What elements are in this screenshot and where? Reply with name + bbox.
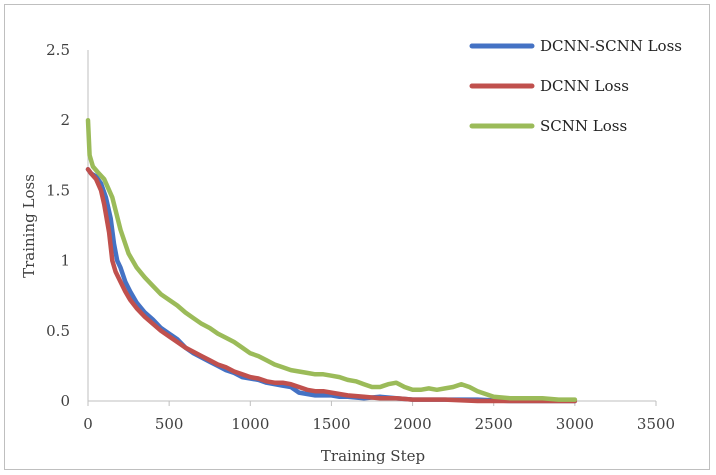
x-tick-label: 500 xyxy=(155,415,184,433)
x-tick-label: 1500 xyxy=(312,415,350,433)
y-tick-label: 0.5 xyxy=(46,322,70,340)
y-tick-label: 1.5 xyxy=(46,181,70,199)
y-tick-label: 2 xyxy=(60,111,70,129)
x-tick-label: 1000 xyxy=(231,415,269,433)
x-tick-label: 0 xyxy=(83,415,93,433)
x-axis: 0 500 1000 1500 2000 2500 3000 3500 xyxy=(83,400,675,433)
y-tick-label: 0 xyxy=(60,392,70,410)
y-tick-label: 1 xyxy=(60,252,70,270)
legend-label: SCNN Loss xyxy=(540,117,627,135)
x-tick-label: 3000 xyxy=(556,415,594,433)
x-tick-label: 2500 xyxy=(475,415,513,433)
x-tick-label: 3500 xyxy=(637,415,675,433)
series-lines xyxy=(85,117,578,404)
y-axis: 0 0.5 1 1.5 2 2.5 xyxy=(46,41,89,410)
series-line-2 xyxy=(85,167,578,404)
legend-label: DCNN-SCNN Loss xyxy=(540,37,682,55)
x-tick-label: 2000 xyxy=(393,415,431,433)
series-line-3 xyxy=(85,117,578,402)
legend-label: DCNN Loss xyxy=(540,77,629,95)
legend: DCNN-SCNN Loss DCNN Loss SCNN Loss xyxy=(469,37,682,135)
series-line-1 xyxy=(85,167,578,404)
x-axis-title: Training Step xyxy=(321,447,425,465)
y-axis-title: Training Loss xyxy=(20,174,38,278)
y-tick-label: 2.5 xyxy=(46,41,70,59)
